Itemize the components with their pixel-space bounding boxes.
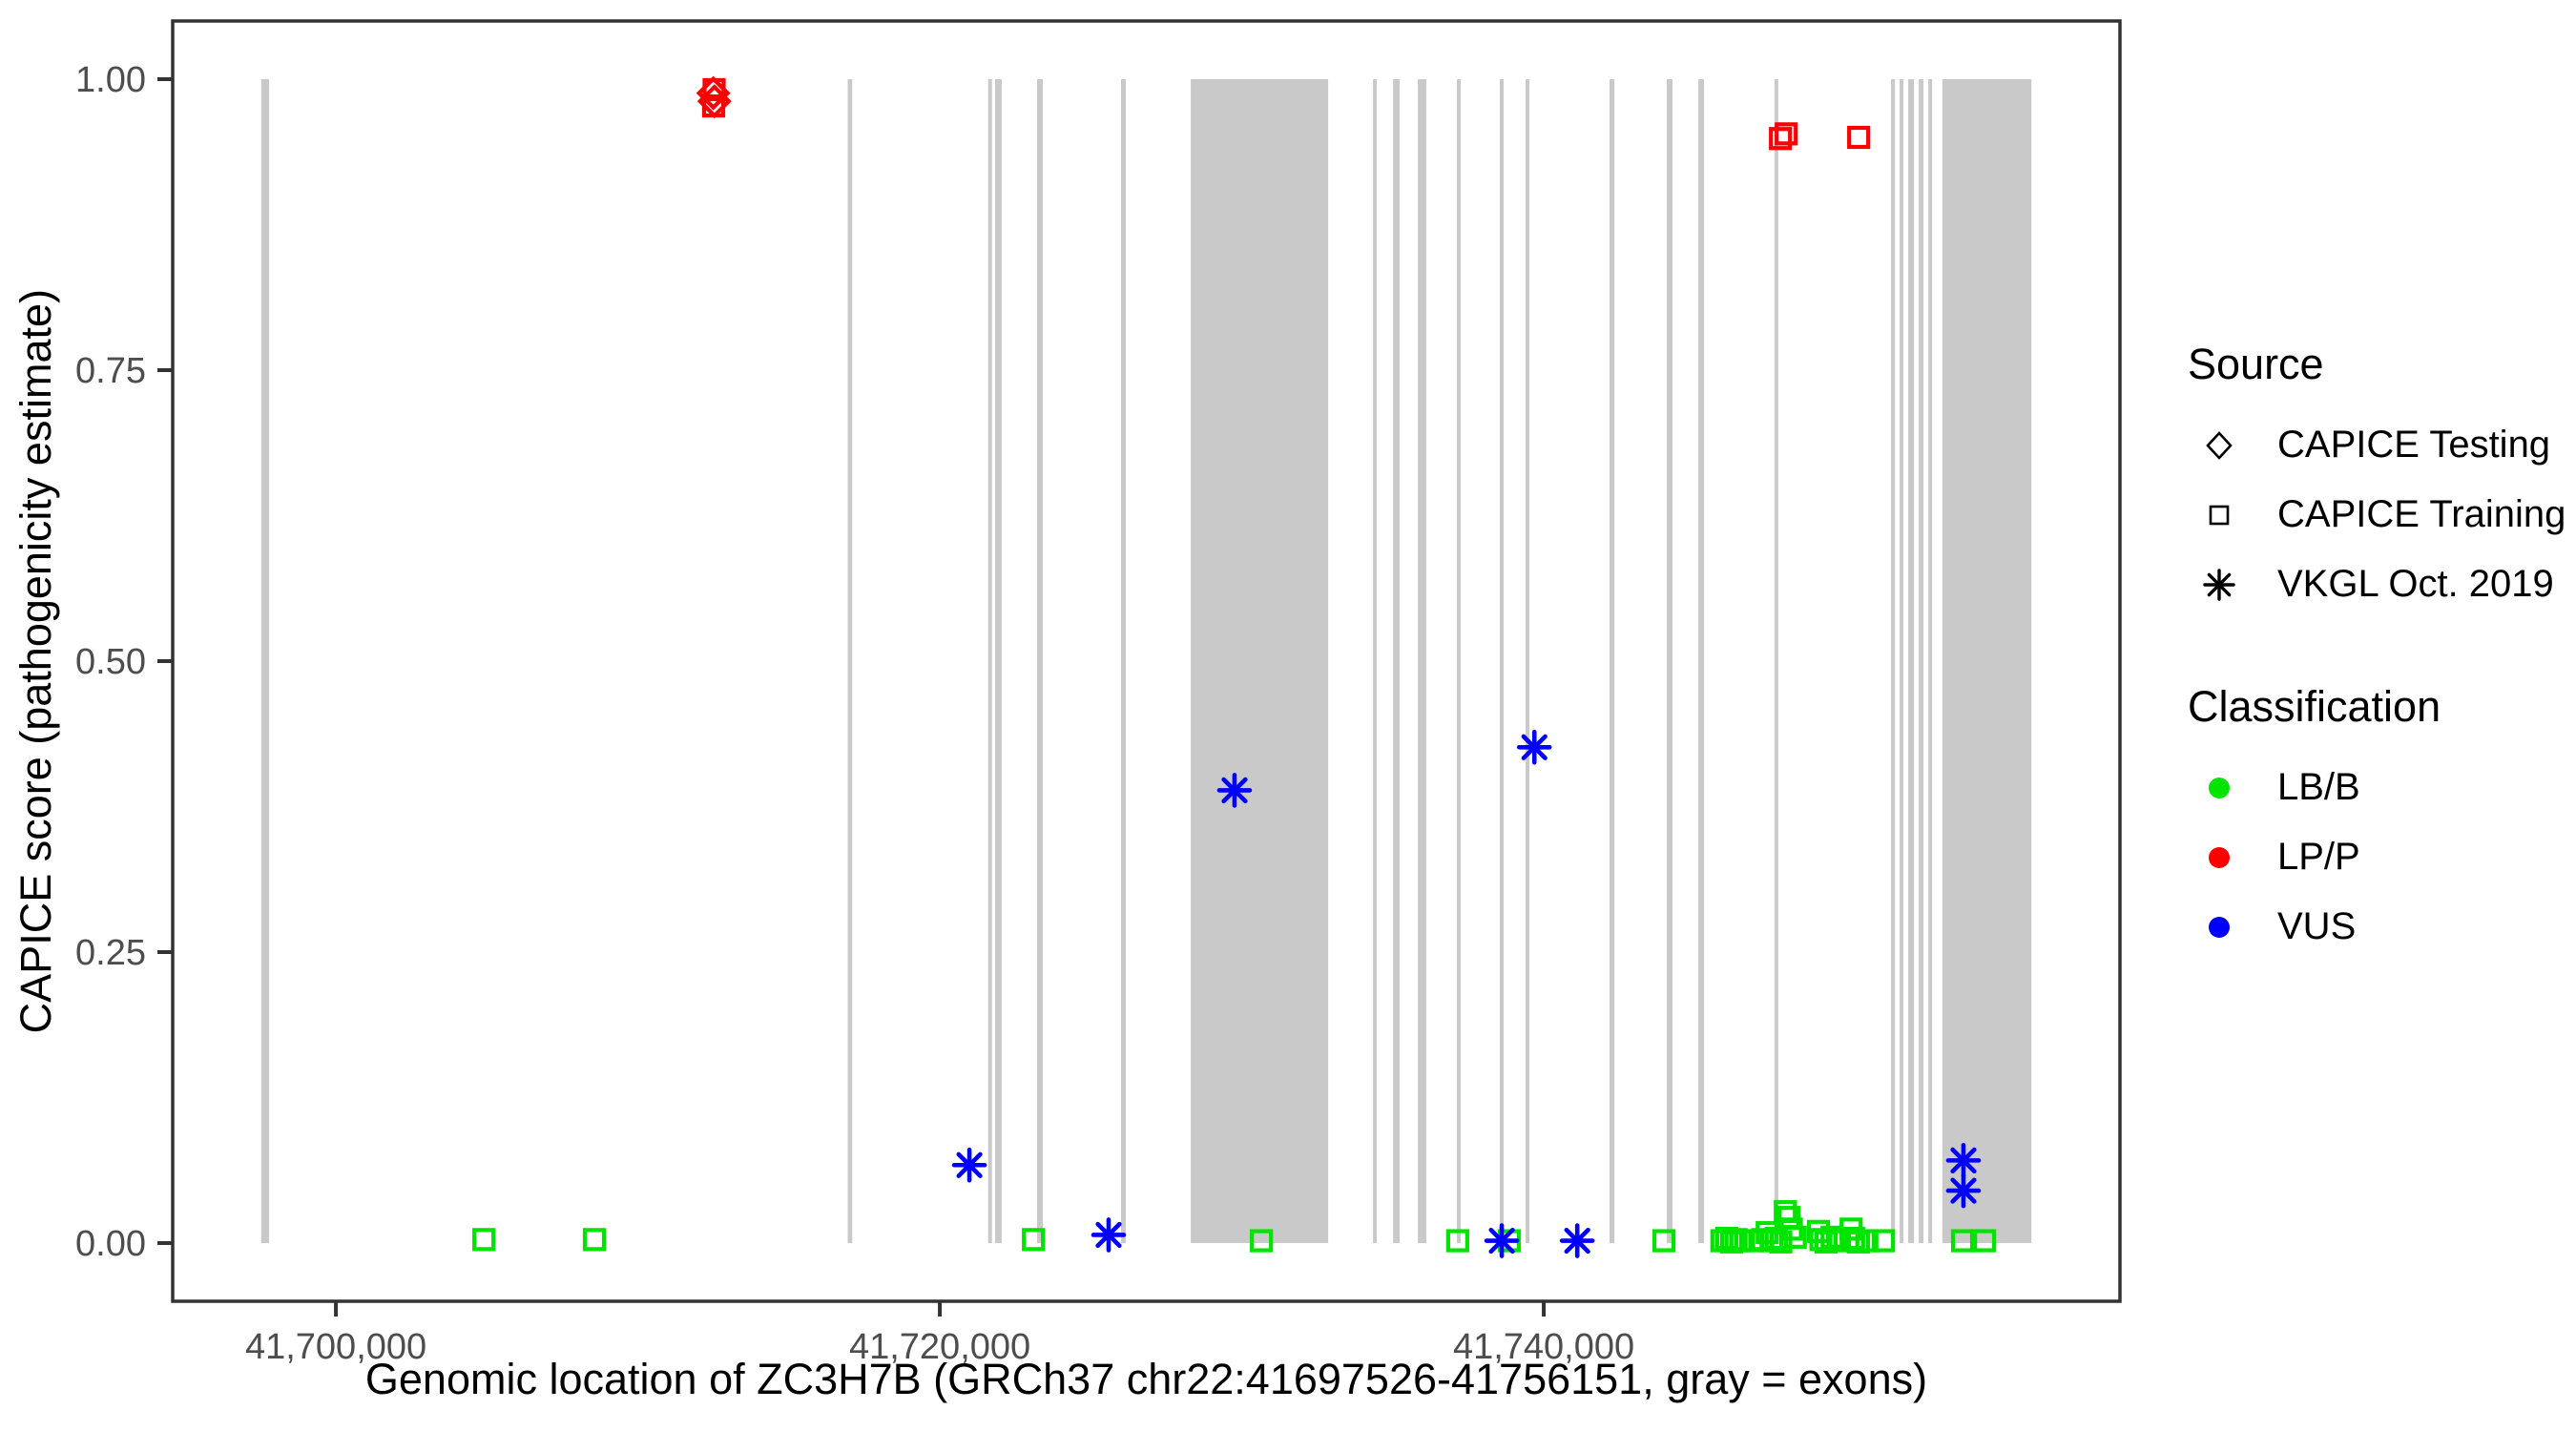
legend-item-capice-testing: CAPICE Testing — [2188, 410, 2566, 480]
exon-band — [1500, 79, 1505, 1243]
legend-label: LB/B — [2277, 766, 2360, 808]
blue-dot-icon — [2188, 908, 2251, 946]
exon-band — [1610, 79, 1615, 1243]
x-axis-title: Genomic location of ZC3H7B (GRCh37 chr22… — [364, 1355, 1928, 1403]
data-point-square — [1814, 1230, 1839, 1254]
exon-band — [994, 79, 1002, 1243]
y-axis-title-text: CAPICE score (pathogenicity estimate) — [11, 288, 60, 1034]
legend-item-vus: VUS — [2188, 892, 2566, 962]
exon-band — [1418, 79, 1426, 1243]
exon-band — [1891, 79, 1896, 1243]
data-point-square — [702, 77, 726, 102]
data-point-square — [1841, 1227, 1865, 1251]
panel-border — [171, 19, 2122, 1303]
exon-bands — [260, 79, 2032, 1243]
data-point-square — [1973, 1229, 1997, 1253]
exon-band — [1942, 79, 2032, 1243]
y-tick-label: 0.75 — [75, 351, 146, 391]
exon-band — [1928, 79, 1933, 1243]
legend-label: CAPICE Testing — [2277, 424, 2551, 466]
y-tick-label: 1.00 — [75, 60, 146, 100]
exon-band — [1393, 79, 1401, 1243]
y-tick-label: 0.00 — [75, 1224, 146, 1264]
asterisk-spoke — [1221, 777, 1248, 804]
data-point-square — [472, 1228, 496, 1252]
y-axis: 0.00 0.25 0.50 0.75 1.00 — [75, 60, 173, 1264]
exon-band — [1191, 79, 1329, 1243]
data-point-asterisk — [1091, 1217, 1127, 1253]
legend-label: VUS — [2277, 905, 2357, 947]
data-point-square — [1769, 127, 1793, 151]
exon-band — [1457, 79, 1462, 1243]
exon-band — [1373, 79, 1378, 1243]
red-dot-icon — [2188, 839, 2251, 877]
y-tick-label: 0.50 — [75, 642, 146, 682]
data-point-asterisk — [1484, 1223, 1520, 1258]
data-point-square — [1250, 1229, 1274, 1253]
exon-band — [1698, 79, 1705, 1243]
data-point-square — [1652, 1229, 1676, 1253]
x-axis: 41,700,000 41,720,000 41,740,000 — [245, 1301, 1634, 1367]
exon-band — [1919, 79, 1924, 1243]
legend: Source CAPICE Testing CAPICE Training — [2188, 340, 2566, 962]
data-point-square — [1022, 1228, 1046, 1252]
data-point-asterisk — [1559, 1223, 1595, 1258]
x-tick-label: 41,720,000 — [849, 1327, 1030, 1367]
exon-band — [987, 79, 992, 1243]
asterisk-spoke — [1095, 1221, 1122, 1249]
asterisk-spoke — [1521, 734, 1548, 760]
exon-band — [1036, 79, 1043, 1243]
y-axis-title: CAPICE score (pathogenicity estimate) — [8, 21, 65, 1301]
asterisk-spoke — [1564, 1227, 1590, 1255]
exon-band — [847, 79, 853, 1243]
asterisk-spoke — [1950, 1147, 1977, 1173]
data-point-square — [1872, 1229, 1896, 1253]
x-tick-label: 41,700,000 — [245, 1327, 426, 1367]
x-tick-label: 41,740,000 — [1453, 1327, 1634, 1367]
exon-band — [1526, 79, 1530, 1243]
square-icon — [2188, 496, 2251, 534]
data-point-square — [1855, 1229, 1879, 1253]
data-point-asterisk — [1945, 1172, 1982, 1209]
data-point-square — [582, 1228, 607, 1252]
legend-classification-title: Classification — [2188, 682, 2441, 731]
asterisk-spoke — [1488, 1227, 1515, 1255]
data-point-square — [1783, 1225, 1807, 1250]
exon-band — [1774, 79, 1778, 1243]
data-point-asterisk — [1216, 773, 1253, 808]
y-tick-label: 0.25 — [75, 933, 146, 973]
exon-band — [1908, 79, 1915, 1243]
data-point-asterisk — [951, 1147, 987, 1183]
legend-label: VKGL Oct. 2019 — [2277, 563, 2554, 605]
legend-label: CAPICE Training — [2277, 493, 2566, 535]
data-point-square — [1445, 1229, 1469, 1253]
legend-label: LP/P — [2277, 836, 2360, 878]
data-point-square — [1950, 1229, 1975, 1253]
asterisk-spoke — [956, 1151, 983, 1178]
diamond-icon — [2188, 426, 2251, 465]
data-point-asterisk — [1945, 1143, 1982, 1178]
legend-group-source: Source CAPICE Testing CAPICE Training — [2188, 340, 2566, 619]
exon-band — [260, 79, 270, 1243]
data-point-square — [1775, 122, 1798, 146]
legend-item-lpp: LP/P — [2188, 822, 2566, 892]
legend-item-vkgl: VKGL Oct. 2019 — [2188, 550, 2566, 619]
exon-band — [1120, 79, 1127, 1243]
legend-item-capice-training: CAPICE Training — [2188, 480, 2566, 550]
data-points — [472, 75, 1997, 1258]
exon-band — [1900, 79, 1904, 1243]
legend-group-classification: Classification LB/B LP/P — [2188, 682, 2566, 962]
asterisk-spoke — [1950, 1177, 1977, 1204]
legend-item-lbb: LB/B — [2188, 753, 2566, 822]
data-point-asterisk — [1516, 729, 1552, 765]
exon-band — [1667, 79, 1673, 1243]
data-point-square — [701, 93, 726, 118]
green-dot-icon — [2188, 769, 2251, 807]
data-point-square — [1847, 125, 1871, 150]
asterisk-icon — [2188, 566, 2251, 604]
legend-source-title: Source — [2188, 340, 2324, 388]
